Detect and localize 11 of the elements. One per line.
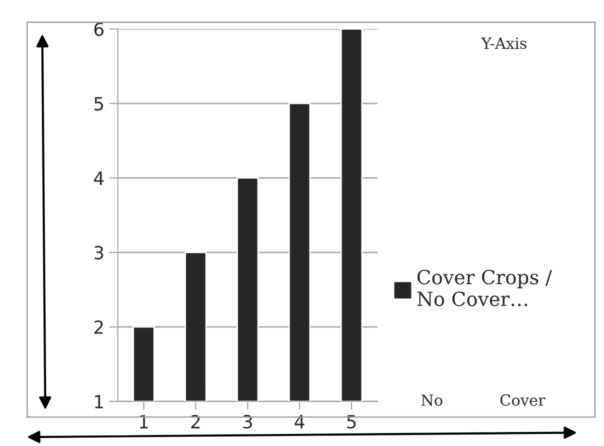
- text: No: [421, 394, 442, 406]
- text: Y-Axis: [481, 38, 527, 50]
- y-tick-label: 2: [94, 320, 103, 334]
- legend-label: Cover Crops / No Cover…: [417, 270, 552, 306]
- y-tick-label: 4: [94, 172, 104, 185]
- text: Cover: [500, 394, 546, 406]
- y-tick-label: 6: [94, 22, 104, 36]
- x-tick-label: 5: [347, 415, 356, 429]
- y-tick-label: 5: [94, 97, 104, 111]
- y-tick-label: 1: [95, 395, 103, 408]
- y-tick-label: 3: [94, 246, 104, 260]
